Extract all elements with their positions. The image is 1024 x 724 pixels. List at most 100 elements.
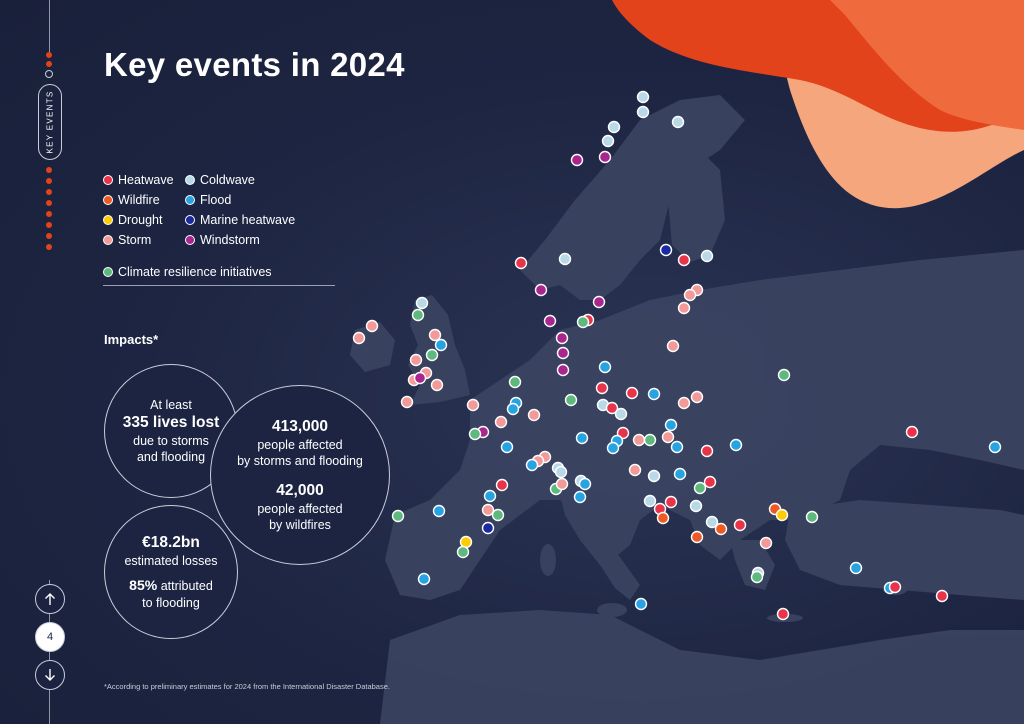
resilience-marker[interactable] (750, 570, 764, 584)
windstorm-marker[interactable] (556, 346, 570, 360)
heatwave-marker[interactable] (700, 444, 714, 458)
heatwave-marker[interactable] (703, 475, 717, 489)
storm-marker[interactable] (527, 408, 541, 422)
page-number[interactable]: 4 (35, 622, 65, 652)
storm-marker[interactable] (481, 503, 495, 517)
flood-marker[interactable] (634, 597, 648, 611)
flood-marker[interactable] (664, 418, 678, 432)
flood-marker[interactable] (647, 387, 661, 401)
coldwave-marker[interactable] (554, 465, 568, 479)
resilience-marker[interactable] (491, 508, 505, 522)
resilience-marker[interactable] (391, 509, 405, 523)
coldwave-marker[interactable] (636, 90, 650, 104)
windstorm-marker[interactable] (570, 153, 584, 167)
storm-marker[interactable] (428, 328, 442, 342)
drought-marker[interactable] (459, 535, 473, 549)
heatwave-marker[interactable] (495, 478, 509, 492)
storm-marker[interactable] (409, 353, 423, 367)
heatwave-marker[interactable] (888, 580, 902, 594)
storm-marker[interactable] (400, 395, 414, 409)
storm-marker[interactable] (430, 378, 444, 392)
storm-marker[interactable] (466, 398, 480, 412)
resilience-marker[interactable] (643, 433, 657, 447)
coldwave-marker[interactable] (614, 407, 628, 421)
storm-marker[interactable] (661, 430, 675, 444)
storm-marker[interactable] (555, 477, 569, 491)
flood-marker[interactable] (525, 458, 539, 472)
heatwave-marker[interactable] (625, 386, 639, 400)
resilience-marker[interactable] (576, 315, 590, 329)
windstorm-marker[interactable] (543, 314, 557, 328)
windstorm-marker[interactable] (555, 331, 569, 345)
flood-marker[interactable] (575, 431, 589, 445)
storm-marker[interactable] (352, 331, 366, 345)
marine-heatwave-marker[interactable] (659, 243, 673, 257)
flood-marker[interactable] (988, 440, 1002, 454)
resilience-marker[interactable] (693, 481, 707, 495)
coldwave-marker[interactable] (647, 469, 661, 483)
flood-marker[interactable] (606, 441, 620, 455)
storm-marker[interactable] (632, 433, 646, 447)
flood-marker[interactable] (432, 504, 446, 518)
flood-marker[interactable] (483, 489, 497, 503)
storm-marker[interactable] (690, 390, 704, 404)
heatwave-marker[interactable] (595, 381, 609, 395)
coldwave-marker[interactable] (636, 105, 650, 119)
resilience-marker[interactable] (411, 308, 425, 322)
flood-marker[interactable] (849, 561, 863, 575)
coldwave-marker[interactable] (601, 134, 615, 148)
previous-page-button[interactable] (35, 584, 65, 614)
heatwave-marker[interactable] (664, 495, 678, 509)
resilience-marker[interactable] (777, 368, 791, 382)
coldwave-marker[interactable] (643, 494, 657, 508)
flood-marker[interactable] (598, 360, 612, 374)
coldwave-marker[interactable] (671, 115, 685, 129)
flood-marker[interactable] (578, 477, 592, 491)
drought-marker[interactable] (775, 508, 789, 522)
storm-marker[interactable] (677, 396, 691, 410)
wildfire-marker[interactable] (656, 511, 670, 525)
storm-marker[interactable] (759, 536, 773, 550)
resilience-marker[interactable] (425, 348, 439, 362)
flood-marker[interactable] (500, 440, 514, 454)
resilience-marker[interactable] (564, 393, 578, 407)
windstorm-marker[interactable] (592, 295, 606, 309)
windstorm-marker[interactable] (598, 150, 612, 164)
heatwave-marker[interactable] (733, 518, 747, 532)
heatwave-marker[interactable] (677, 253, 691, 267)
heatwave-marker[interactable] (605, 401, 619, 415)
resilience-marker[interactable] (456, 545, 470, 559)
flood-marker[interactable] (673, 467, 687, 481)
flood-marker[interactable] (434, 338, 448, 352)
heatwave-marker[interactable] (514, 256, 528, 270)
section-tab[interactable]: KEY EVENTS (38, 84, 62, 160)
storm-marker[interactable] (677, 301, 691, 315)
heatwave-marker[interactable] (935, 589, 949, 603)
wildfire-marker[interactable] (690, 530, 704, 544)
coldwave-marker[interactable] (700, 249, 714, 263)
flood-marker[interactable] (417, 572, 431, 586)
coldwave-marker[interactable] (705, 515, 719, 529)
storm-marker[interactable] (494, 415, 508, 429)
wildfire-marker[interactable] (714, 522, 728, 536)
windstorm-marker[interactable] (556, 363, 570, 377)
storm-marker[interactable] (683, 288, 697, 302)
flood-marker[interactable] (573, 490, 587, 504)
storm-marker[interactable] (628, 463, 642, 477)
coldwave-marker[interactable] (689, 499, 703, 513)
flood-marker[interactable] (670, 440, 684, 454)
coldwave-marker[interactable] (607, 120, 621, 134)
coldwave-marker[interactable] (558, 252, 572, 266)
next-page-button[interactable] (35, 660, 65, 690)
marine-heatwave-marker[interactable] (481, 521, 495, 535)
resilience-marker[interactable] (468, 427, 482, 441)
storm-marker[interactable] (666, 339, 680, 353)
storm-marker[interactable] (365, 319, 379, 333)
heatwave-marker[interactable] (905, 425, 919, 439)
flood-marker[interactable] (729, 438, 743, 452)
heatwave-marker[interactable] (776, 607, 790, 621)
coldwave-marker[interactable] (415, 296, 429, 310)
flood-marker[interactable] (506, 402, 520, 416)
resilience-marker[interactable] (805, 510, 819, 524)
windstorm-marker[interactable] (413, 371, 427, 385)
